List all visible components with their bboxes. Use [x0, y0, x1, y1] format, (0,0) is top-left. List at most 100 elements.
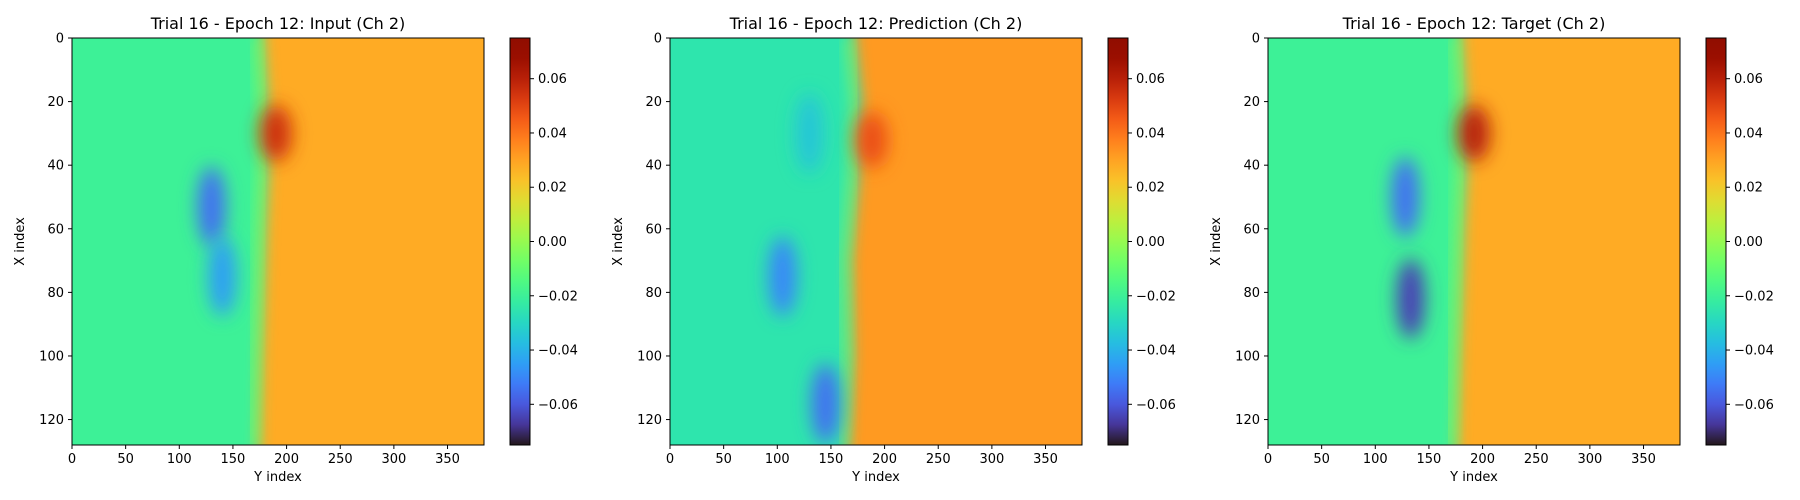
low-anomaly	[1391, 156, 1420, 237]
x-tick-label: 0	[68, 452, 76, 467]
colorbar-tick-label: −0.02	[1734, 289, 1774, 304]
heatmap-panel-2: Trial 16 - Epoch 12: Prediction (Ch 2) 0 5…	[611, 14, 1176, 485]
colorbar-tick-label: 0.02	[1734, 181, 1763, 196]
heatmap-field	[1268, 38, 1680, 445]
x-axis-label: Y index	[1449, 470, 1498, 485]
colorbar-tick-label: 0.06	[1136, 72, 1165, 87]
low-anomaly	[197, 166, 226, 247]
colorbar-gradient	[1706, 38, 1726, 445]
front-transition	[247, 38, 268, 445]
y-tick-label: 120	[1235, 413, 1260, 428]
front-transition	[836, 38, 860, 445]
y-tick-label: 60	[47, 222, 64, 237]
x-tick-label: 50	[715, 452, 732, 467]
colorbar-tick-label: 0.02	[1136, 181, 1165, 196]
field-left-region	[72, 38, 270, 445]
y-tick-label: 80	[47, 286, 64, 301]
colorbar-tick-label: −0.04	[1136, 344, 1176, 359]
x-tick-label: 0	[666, 452, 674, 467]
y-tick-label: 120	[39, 413, 64, 428]
x-tick-label: 150	[221, 452, 246, 467]
y-tick-label: 40	[47, 159, 64, 174]
y-tick-label: 100	[39, 349, 64, 364]
y-tick-label: 40	[1243, 159, 1260, 174]
colorbar-tick-label: 0.02	[538, 181, 567, 196]
y-tick-label: 20	[47, 95, 64, 110]
colorbar-tick-label: −0.04	[1734, 344, 1774, 359]
colorbar: −0.06 −0.04 −0.02 0.00 0.02 0.04 0.06	[1705, 37, 1774, 446]
x-axis-label: Y index	[253, 470, 302, 485]
y-tick-label: 60	[1243, 222, 1260, 237]
x-tick-label: 200	[872, 452, 897, 467]
x-axis-label: Y index	[851, 470, 900, 485]
y-tick-label: 20	[1243, 95, 1260, 110]
colorbar-tick-label: 0.06	[538, 72, 567, 87]
colorbar-tick-label: −0.06	[538, 398, 578, 413]
y-tick-label: 100	[637, 349, 662, 364]
heatmap-panel-3: Trial 16 - Epoch 12: Target (Ch 2) 0 50 100…	[1209, 14, 1774, 485]
colorbar-tick-label: −0.02	[538, 289, 578, 304]
colorbar-tick-label: 0.04	[538, 126, 567, 141]
low-anomaly	[1396, 258, 1425, 339]
x-tick-label: 200	[1470, 452, 1495, 467]
x-tick-label: 350	[1033, 452, 1058, 467]
colorbar-tick-label: 0.00	[1136, 235, 1165, 250]
y-axis-label: X index	[1209, 217, 1224, 266]
high-anomaly	[1458, 105, 1490, 162]
y-tick-label: 80	[1243, 286, 1260, 301]
axes-frame	[669, 37, 1083, 446]
x-tick-label: 300	[381, 452, 406, 467]
y-tick-label: 60	[645, 222, 662, 237]
colorbar-tick-label: −0.04	[538, 344, 578, 359]
colorbar-tick-label: 0.04	[1734, 126, 1763, 141]
low-anomaly	[768, 236, 797, 317]
x-tick-label: 50	[1313, 452, 1330, 467]
low-anomaly	[795, 93, 824, 174]
x-tick-label: 150	[1417, 452, 1442, 467]
x-tick-label: 0	[1264, 452, 1272, 467]
colorbar-tick-label: −0.06	[1734, 398, 1774, 413]
x-tick-label: 250	[926, 452, 951, 467]
low-anomaly	[208, 236, 237, 317]
chart-title: Trial 16 - Epoch 12: Target (Ch 2)	[1342, 14, 1606, 33]
colorbar-tick-label: −0.02	[1136, 289, 1176, 304]
y-tick-label: 120	[637, 413, 662, 428]
x-tick-label: 350	[435, 452, 460, 467]
axes-frame	[1267, 37, 1681, 446]
x-tick-label: 250	[328, 452, 353, 467]
colorbar-gradient	[1108, 38, 1128, 445]
high-anomaly	[259, 105, 292, 162]
low-anomaly	[811, 363, 840, 444]
chart-title: Trial 16 - Epoch 12: Input (Ch 2)	[150, 14, 406, 33]
front-transition	[1445, 38, 1467, 445]
field-left-region	[1268, 38, 1468, 445]
x-tick-label: 50	[117, 452, 134, 467]
y-tick-label: 40	[645, 159, 662, 174]
x-tick-label: 100	[167, 452, 192, 467]
colorbar-tick-label: −0.06	[1136, 398, 1176, 413]
y-tick-label: 80	[645, 286, 662, 301]
y-axis-label: X index	[13, 217, 28, 266]
high-anomaly	[855, 111, 888, 168]
chart-title: Trial 16 - Epoch 12: Prediction (Ch 2)	[729, 14, 1023, 33]
x-tick-label: 100	[1363, 452, 1388, 467]
colorbar-gradient	[510, 38, 530, 445]
heatmap-field	[72, 38, 484, 445]
x-tick-label: 300	[979, 452, 1004, 467]
colorbar-tick-label: 0.00	[1734, 235, 1763, 250]
x-tick-label: 100	[765, 452, 790, 467]
y-tick-label: 0	[1252, 32, 1260, 47]
colorbar: −0.06 −0.04 −0.02 0.00 0.02 0.04 0.06	[509, 37, 578, 446]
colorbar-tick-label: 0.06	[1734, 72, 1763, 87]
y-tick-label: 100	[1235, 349, 1260, 364]
x-tick-label: 350	[1631, 452, 1656, 467]
heatmap-field	[670, 38, 1082, 445]
y-tick-label: 20	[645, 95, 662, 110]
x-tick-label: 150	[819, 452, 844, 467]
heatmap-panel-1: Trial 16 - Epoch 12: Input (Ch 2) 0 50 100 1…	[13, 14, 578, 485]
y-tick-label: 0	[654, 32, 662, 47]
x-tick-label: 200	[274, 452, 299, 467]
x-tick-label: 300	[1577, 452, 1602, 467]
